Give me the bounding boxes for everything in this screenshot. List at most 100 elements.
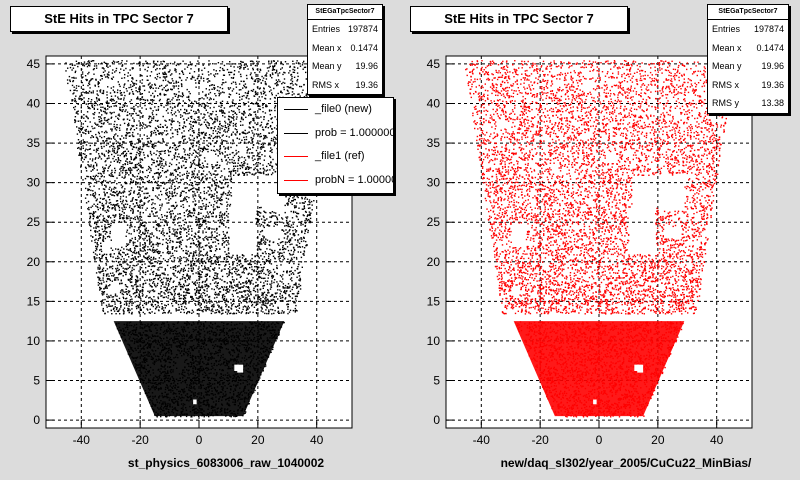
data-point (137, 240, 139, 242)
data-point (138, 62, 140, 64)
data-point (138, 139, 140, 142)
data-point (148, 215, 151, 218)
data-point (152, 221, 154, 223)
data-point (231, 293, 234, 296)
data-point (175, 300, 177, 302)
data-point (102, 237, 104, 239)
data-point (255, 172, 257, 174)
data-point (221, 139, 223, 141)
data-point (256, 249, 259, 251)
data-point (172, 97, 174, 99)
data-point (290, 79, 292, 81)
data-point (149, 213, 151, 215)
data-point (142, 232, 144, 235)
data-point (284, 284, 287, 287)
data-point (227, 161, 229, 163)
data-point (267, 290, 270, 292)
data-point (183, 112, 185, 114)
data-point (247, 155, 249, 158)
data-point (289, 254, 292, 256)
data-point (213, 98, 215, 101)
data-point (109, 186, 111, 189)
data-point (113, 310, 116, 312)
data-point (108, 149, 110, 152)
data-point (182, 294, 185, 297)
data-point (200, 261, 202, 263)
data-point (79, 120, 81, 122)
data-point (257, 169, 259, 172)
data-point (95, 227, 97, 230)
data-point (266, 218, 268, 220)
data-point (206, 226, 208, 228)
data-point (286, 216, 289, 218)
data-point (102, 170, 104, 173)
data-point (262, 79, 264, 82)
data-point (160, 255, 162, 257)
data-point (130, 162, 133, 165)
data-point (289, 295, 291, 298)
data-point (195, 86, 197, 88)
data-point (162, 312, 164, 314)
data-point (82, 88, 84, 90)
data-point (123, 190, 125, 192)
data-point (131, 169, 133, 171)
data-point (113, 186, 116, 189)
data-point (259, 105, 261, 108)
data-point (110, 175, 112, 177)
data-point (103, 179, 105, 182)
data-point (120, 305, 122, 307)
data-point (183, 139, 185, 141)
data-point (168, 98, 170, 100)
data-point (129, 132, 131, 134)
data-point (213, 255, 215, 258)
data-point (206, 144, 208, 146)
data-point (192, 267, 194, 269)
data-point (100, 117, 102, 120)
data-point (249, 266, 251, 269)
data-point (82, 161, 84, 163)
data-point (156, 150, 158, 152)
data-point (267, 271, 270, 273)
data-point (125, 206, 127, 209)
data-point (304, 66, 307, 68)
data-point (192, 273, 194, 275)
data-point (164, 219, 166, 221)
data-point (134, 199, 137, 201)
data-point (221, 84, 223, 86)
data-point (164, 286, 166, 288)
data-point (202, 149, 205, 151)
data-point (160, 281, 163, 284)
data-point (80, 125, 82, 127)
data-point (146, 252, 148, 254)
data-point (175, 115, 177, 117)
data-point (239, 65, 241, 68)
data-point (102, 188, 105, 190)
data-point (166, 215, 168, 217)
data-point (160, 287, 162, 290)
data-point (129, 217, 131, 219)
data-point (133, 119, 135, 121)
data-point (264, 136, 266, 138)
data-point (75, 112, 77, 114)
data-point (242, 286, 244, 288)
data-point (94, 191, 96, 194)
data-point (130, 156, 132, 158)
data-point (201, 254, 203, 256)
data-point (296, 60, 298, 62)
data-point (106, 119, 108, 121)
data-point (300, 85, 303, 88)
data-point (271, 72, 274, 74)
data-point (226, 140, 228, 142)
data-point (111, 130, 113, 132)
data-point (101, 175, 103, 177)
data-point (308, 211, 311, 213)
data-point (234, 268, 237, 271)
data-point (232, 170, 235, 172)
data-point (290, 73, 293, 76)
data-point (293, 71, 296, 74)
data-point (260, 238, 262, 241)
data-point (262, 301, 265, 303)
data-point (140, 300, 142, 302)
data-point (197, 109, 199, 111)
data-point (277, 92, 279, 95)
